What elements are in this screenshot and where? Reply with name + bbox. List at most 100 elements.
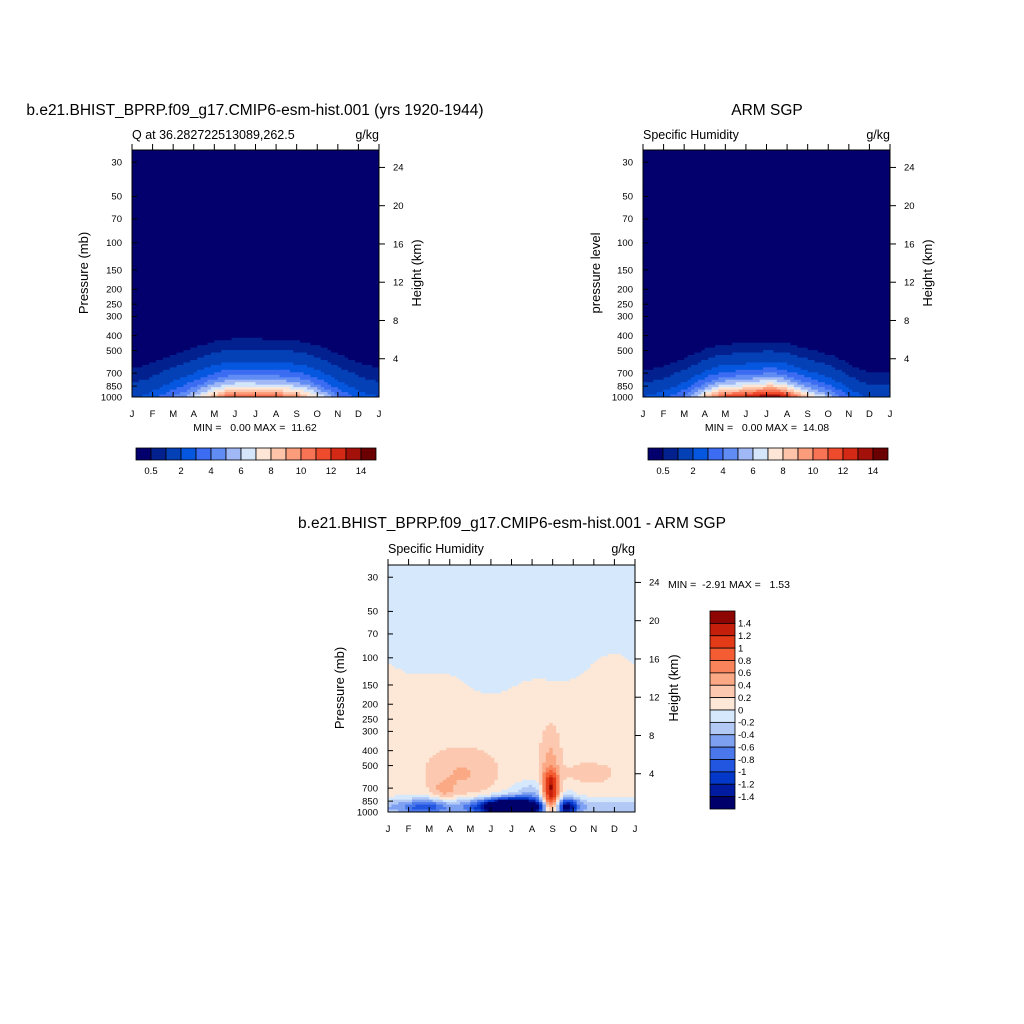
contour-cell <box>200 377 219 381</box>
contour-cell <box>643 389 665 393</box>
contour-cell <box>327 392 335 396</box>
contour-cell <box>670 374 696 378</box>
colorbar-box <box>285 447 302 461</box>
contour-cell <box>466 767 499 771</box>
contour-cell <box>790 342 890 346</box>
contour-cell <box>735 369 788 373</box>
contour-cell <box>545 799 550 803</box>
contour-cell <box>811 377 833 381</box>
contour-cell <box>783 377 795 381</box>
contour-cell <box>556 725 635 729</box>
contour-cell <box>559 767 612 771</box>
contour-cell <box>542 772 547 776</box>
panel-diff-colorbar: 1.41.21 0.80.6 0.40.20 -0.2-0.4-0.6 -0.8-1 -1… <box>709 610 754 810</box>
contour-cell <box>643 201 890 205</box>
contour-cell <box>793 387 802 391</box>
contour-cell <box>562 752 635 756</box>
contour-cell <box>643 152 890 156</box>
contour-cell <box>439 794 454 798</box>
contour-cell <box>375 394 379 397</box>
contour-cell <box>643 350 702 354</box>
contour-cell <box>573 794 588 798</box>
contour-cell <box>663 377 692 381</box>
contour-cell <box>841 369 867 373</box>
contour-cell <box>388 782 427 786</box>
contour-cell <box>388 747 447 751</box>
contour-cell <box>132 288 379 292</box>
contour-cell <box>494 779 523 783</box>
contour-cell <box>221 350 294 354</box>
contour-cell <box>439 809 468 812</box>
contour-cell <box>388 572 635 576</box>
contour-cell <box>132 350 185 354</box>
contour-cell <box>388 735 543 739</box>
contour-cell <box>303 372 325 376</box>
contour-cell <box>132 387 161 391</box>
contour-cell <box>559 807 564 811</box>
y-tick-label: 1000 <box>612 392 633 403</box>
contour-cell <box>535 792 540 796</box>
contour-cell <box>456 779 495 783</box>
contour-cell <box>559 740 635 744</box>
contour-cell <box>545 772 557 776</box>
contour-cell <box>745 394 761 397</box>
contour-cell <box>497 767 540 771</box>
contour-cell <box>152 374 188 378</box>
colorbar-label: 2 <box>178 466 183 477</box>
contour-cell <box>432 755 492 759</box>
colorbar-box <box>135 447 152 461</box>
contour-cell <box>610 770 635 774</box>
contour-cell <box>341 389 360 393</box>
contour-cell <box>330 394 339 397</box>
contour-cell <box>549 779 554 783</box>
contour-cell <box>477 794 492 798</box>
contour-cell <box>562 799 574 803</box>
contour-cell <box>521 787 537 791</box>
contour-cell <box>538 804 543 808</box>
contour-cell <box>732 342 792 346</box>
contour-cell <box>487 802 537 806</box>
contour-cell <box>463 807 471 811</box>
contour-cell <box>388 802 399 806</box>
y2-tick-label: 4 <box>649 769 654 780</box>
contour-cell <box>306 352 339 356</box>
contour-cell <box>680 369 706 373</box>
contour-cell <box>586 807 635 811</box>
contour-cell <box>643 280 890 284</box>
contour-cell <box>797 355 836 359</box>
contour-cell <box>388 787 430 791</box>
contour-cell <box>718 387 744 391</box>
contour-cell <box>787 384 795 388</box>
contour-cell <box>132 310 379 314</box>
y-tick-label: 70 <box>367 629 378 640</box>
panel-obs-colorbar: 0.5 2 4 6 8 10 12 14 <box>647 447 889 477</box>
colorbar-label: -1 <box>738 767 746 778</box>
y-tick-label: 250 <box>362 714 378 725</box>
colorbar-box <box>827 447 844 461</box>
contour-cell <box>569 802 574 806</box>
y-tick-label: 100 <box>617 238 633 249</box>
contour-cell <box>132 194 379 198</box>
contour-cell <box>552 807 557 811</box>
contour-cell <box>643 315 890 319</box>
x-tick-label: M <box>210 409 218 420</box>
contour-cell <box>388 745 540 749</box>
contour-cell <box>538 789 543 793</box>
contour-cell <box>643 283 890 287</box>
contour-cell <box>542 762 557 766</box>
contour-cell <box>704 392 713 396</box>
contour-cell <box>330 350 379 354</box>
contour-cell <box>580 797 635 801</box>
contour-cell <box>552 770 557 774</box>
contour-cell <box>412 797 430 801</box>
contour-cell <box>835 355 890 359</box>
contour-cell <box>545 779 550 783</box>
contour-cell <box>132 271 379 275</box>
contour-cell <box>542 740 561 744</box>
y-tick-label: 30 <box>622 158 633 169</box>
contour-cell <box>388 584 635 588</box>
contour-cell <box>463 804 471 808</box>
contour-cell <box>132 345 198 349</box>
contour-cell <box>845 359 890 364</box>
contour-cell <box>132 179 379 183</box>
